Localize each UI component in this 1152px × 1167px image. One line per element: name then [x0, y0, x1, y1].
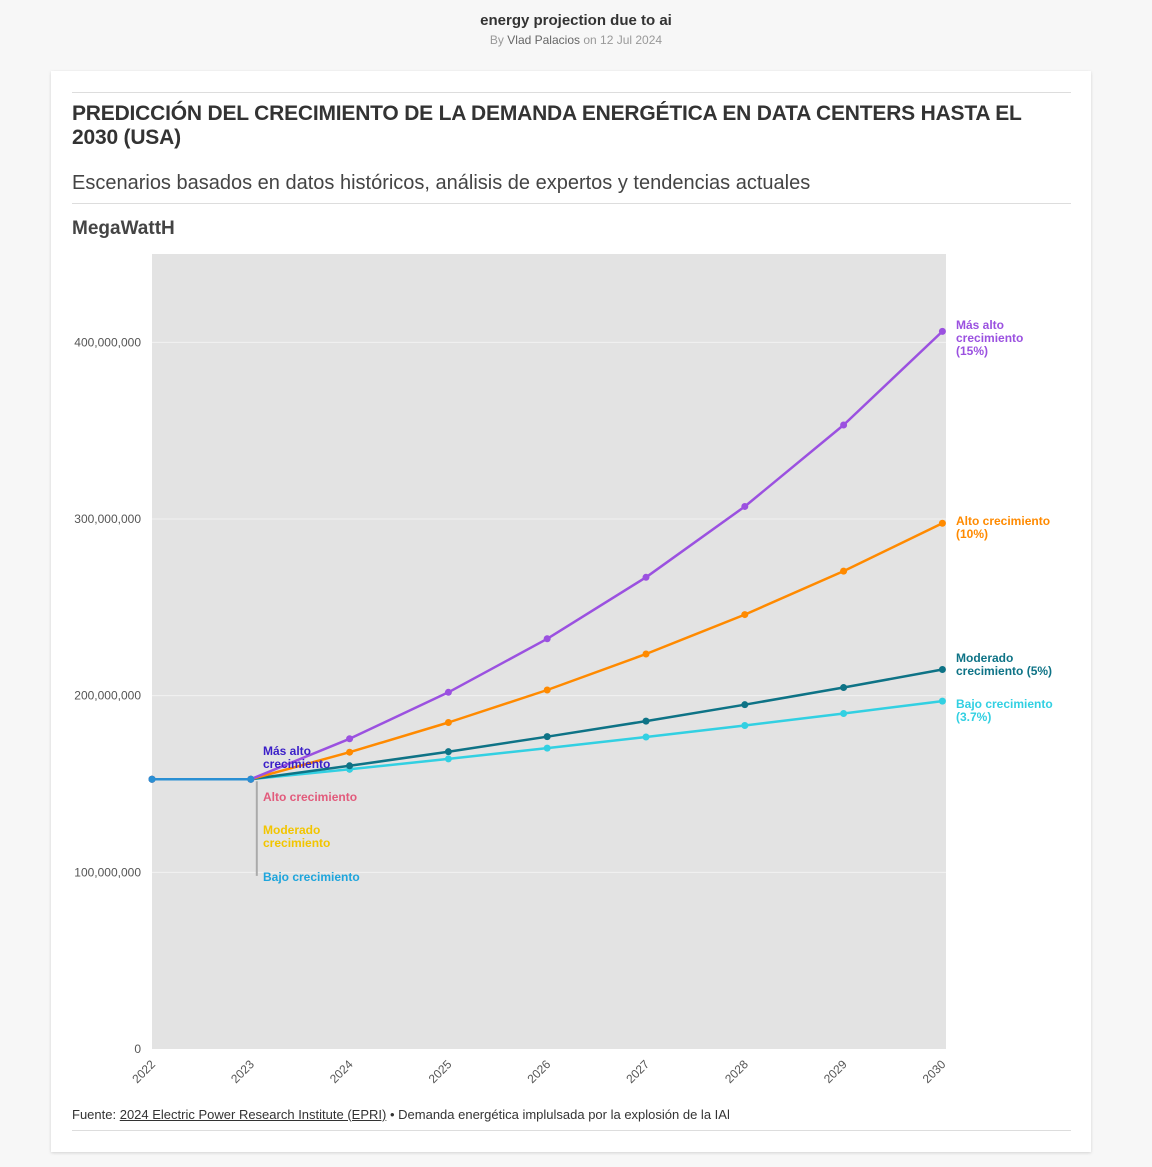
data-point-highest	[444, 688, 452, 696]
data-point-moderate	[840, 684, 848, 692]
chart-title: PREDICCIÓN DEL CRECIMIENTO DE LA DEMANDA…	[72, 102, 1022, 149]
series-end-label-low: Bajo crecimiento (3.7%)	[956, 697, 1053, 724]
chart-header: PREDICCIÓN DEL CRECIMIENTO DE LA DEMANDA…	[72, 92, 1071, 204]
source-link[interactable]: 2024 Electric Power Research Institute (…	[119, 1107, 387, 1122]
data-point-moderate	[938, 666, 946, 674]
data-point-highest	[642, 573, 650, 581]
series-end-label-highest: Más alto crecimiento (15%)	[956, 318, 1023, 358]
byline-prefix: By	[489, 33, 504, 47]
footer: Fuente: 2024 Electric Power Research Ins…	[72, 1107, 1071, 1122]
x-tick-label: 2030	[920, 1057, 949, 1086]
unit-label: MegaWattH	[72, 218, 175, 239]
x-tick-label: 2023	[228, 1057, 257, 1086]
page-header: energy projection due to ai By Vlad Pala…	[0, 12, 1152, 47]
data-point-moderate	[642, 717, 650, 725]
x-tick-label: 2028	[722, 1057, 751, 1086]
x-tick-label: 2026	[525, 1057, 554, 1086]
data-point-highest	[543, 635, 551, 643]
data-point-low	[444, 755, 452, 763]
data-point-low	[543, 744, 551, 752]
y-tick-label: 100,000,000	[74, 865, 141, 879]
data-point-high	[938, 519, 946, 527]
data-point-high	[444, 719, 452, 727]
x-tick-label: 2029	[821, 1057, 850, 1086]
y-tick-label: 200,000,000	[74, 689, 141, 703]
data-point-high	[543, 686, 551, 694]
data-point-moderate	[741, 701, 749, 709]
annotation-label: Alto crecimiento	[263, 790, 357, 804]
data-point-highest	[840, 421, 848, 429]
byline: By Vlad Palacios on 12 Jul 2024	[0, 33, 1152, 47]
series-end-label-moderate: Moderado crecimiento (5%)	[956, 651, 1052, 678]
source-prefix: Fuente:	[72, 1107, 117, 1122]
annotation-label: Bajo crecimiento	[263, 870, 360, 884]
data-point-low	[642, 733, 650, 741]
footer-separator: •	[389, 1107, 395, 1122]
data-point-historic	[247, 775, 255, 783]
data-point-highest	[346, 735, 354, 743]
annotation-label: Moderado crecimiento	[263, 823, 330, 850]
x-tick-label: 2027	[623, 1057, 652, 1086]
footer-divider	[72, 1130, 1071, 1131]
data-point-highest	[938, 327, 946, 335]
x-tick-label: 2022	[129, 1057, 158, 1086]
data-point-high	[346, 748, 354, 756]
y-tick-label: 0	[134, 1042, 141, 1056]
top-divider	[72, 92, 1071, 93]
x-tick-label: 2024	[327, 1057, 356, 1086]
data-point-moderate	[543, 733, 551, 741]
data-point-high	[840, 567, 848, 575]
x-tick-label: 2025	[426, 1057, 455, 1086]
plot-background	[152, 254, 946, 1049]
data-point-low	[741, 722, 749, 730]
page-title: energy projection due to ai	[480, 12, 672, 29]
chart-subtitle: Escenarios basados en datos históricos, …	[72, 172, 811, 194]
publish-date: on 12 Jul 2024	[583, 33, 663, 47]
data-point-moderate	[346, 762, 354, 770]
data-point-highest	[741, 502, 749, 510]
footer-note: Demanda energética implulsada por la exp…	[398, 1107, 730, 1122]
annotation-label: Más alto crecimiento	[263, 744, 330, 771]
data-point-historic	[148, 775, 156, 783]
author-link[interactable]: Vlad Palacios	[507, 33, 580, 47]
line-chart: 0 100,000,000 200,000,000 300,000,000 400,00…	[74, 254, 1053, 1086]
y-tick-label: 400,000,000	[74, 335, 141, 349]
data-point-low	[938, 697, 946, 705]
series-end-label-high: Alto crecimiento (10%)	[956, 514, 1050, 541]
subtitle-divider	[72, 203, 1071, 204]
data-point-high	[741, 611, 749, 619]
data-point-moderate	[444, 748, 452, 756]
chart-card: PREDICCIÓN DEL CRECIMIENTO DE LA DEMANDA…	[51, 71, 1091, 1152]
y-tick-label: 300,000,000	[74, 512, 141, 526]
data-point-high	[642, 650, 650, 658]
data-point-low	[840, 710, 848, 718]
